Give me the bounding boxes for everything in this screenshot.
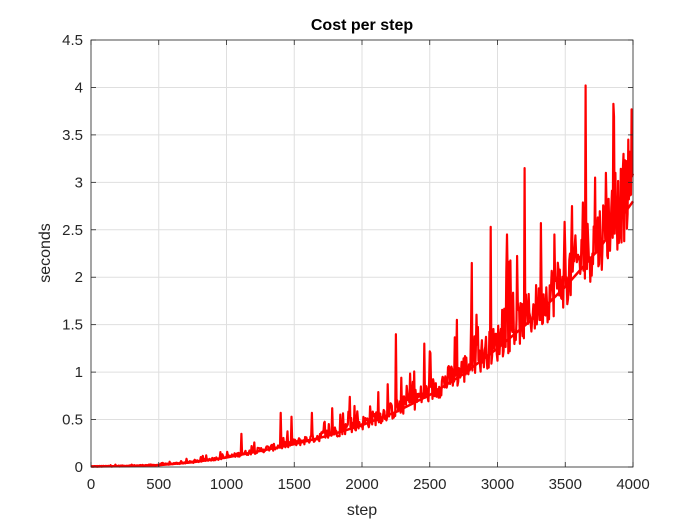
- y-tick-label: 0: [75, 459, 83, 476]
- x-tick-label: 4000: [616, 476, 649, 493]
- x-tick-label: 3500: [549, 476, 582, 493]
- y-tick-label: 1: [75, 364, 83, 381]
- x-tick-label: 500: [146, 476, 171, 493]
- x-tick-label: 0: [87, 476, 95, 493]
- series-trend-cost: [90, 200, 635, 468]
- chart-title: Cost per step: [311, 17, 413, 34]
- series-cost: [90, 84, 635, 468]
- y-tick-label: 1.5: [62, 317, 83, 334]
- y-tick-label: 3: [75, 174, 83, 191]
- x-tick-label: 3000: [481, 476, 514, 493]
- y-tick-label: 2.5: [62, 222, 83, 239]
- y-tick-label: 4.5: [62, 32, 83, 49]
- y-tick-label: 3.5: [62, 127, 83, 144]
- y-tick-label: 4: [75, 79, 83, 96]
- x-tick-label: 1000: [210, 476, 243, 493]
- x-axis-title: step: [347, 502, 377, 519]
- x-tick-label: 2500: [413, 476, 446, 493]
- tick-labels: 0 500 1000 1500 2000 2500 3000 3500 4000 0 0.5 1 1.5…: [62, 32, 650, 493]
- y-tick-label: 2: [75, 269, 83, 286]
- y-axis-title: seconds: [37, 223, 54, 283]
- axis-ticks: [90, 39, 634, 468]
- x-tick-label: 1500: [278, 476, 311, 493]
- y-tick-label: 0.5: [62, 412, 83, 429]
- x-tick-label: 2000: [345, 476, 378, 493]
